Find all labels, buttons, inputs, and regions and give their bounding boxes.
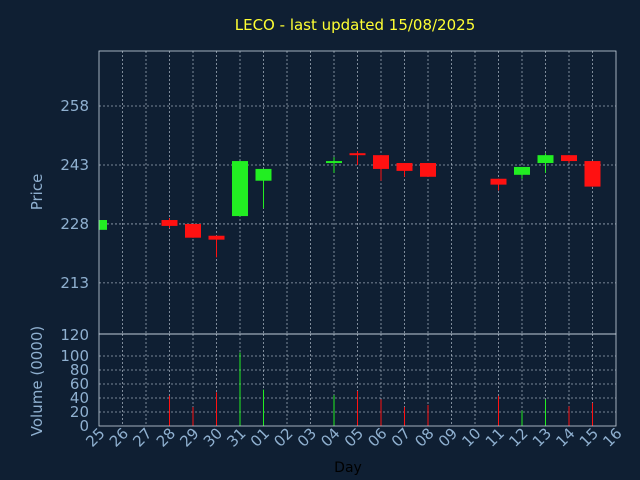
volume-tick-label: 120 xyxy=(60,326,89,344)
price-tick-label: 258 xyxy=(60,97,89,115)
x-tick-label: 31 xyxy=(223,424,249,450)
candle-body xyxy=(349,153,366,156)
x-tick-label: 13 xyxy=(529,424,555,450)
volume-panel-frame xyxy=(98,333,617,427)
candle-body xyxy=(326,161,342,164)
candle-body xyxy=(185,223,201,238)
x-tick-label: 04 xyxy=(317,424,343,450)
x-tick-labels: 2526272829303101020304050607080910111213… xyxy=(82,424,625,450)
x-tick-label: 07 xyxy=(388,424,414,450)
price-tick-label: 243 xyxy=(60,156,89,174)
x-tick-label: 29 xyxy=(176,424,202,450)
x-tick-label: 06 xyxy=(364,424,390,450)
chart-title: LECO - last updated 15/08/2025 xyxy=(235,16,475,34)
candle-body xyxy=(373,155,389,169)
x-axis-label: Day xyxy=(334,460,362,476)
candle-body xyxy=(232,161,248,217)
x-tick-label: 26 xyxy=(106,424,132,450)
candle-body xyxy=(490,178,507,185)
x-tick-label: 27 xyxy=(129,424,155,450)
x-tick-label: 14 xyxy=(552,424,578,450)
volume-tick-label: 0 xyxy=(79,417,89,435)
volume-tick-label: 80 xyxy=(70,361,89,379)
candle-body xyxy=(208,235,225,240)
volume-tick-label: 60 xyxy=(70,375,89,393)
candlestick-series xyxy=(98,151,601,258)
candle-body xyxy=(584,161,601,187)
volume-tick-label: 40 xyxy=(70,389,89,407)
price-y-tick-labels: 213 228 243 258 xyxy=(60,97,89,292)
x-tick-label: 30 xyxy=(200,424,226,450)
x-tick-label: 01 xyxy=(247,424,273,450)
volume-bar-series xyxy=(169,352,593,426)
candle-body xyxy=(396,163,413,171)
volume-tick-label: 100 xyxy=(60,347,89,365)
x-tick-label: 05 xyxy=(341,424,367,450)
x-tick-label: 09 xyxy=(435,424,461,450)
price-gridlines xyxy=(99,51,616,334)
x-tick-label: 15 xyxy=(576,424,602,450)
candle-body xyxy=(99,220,107,230)
price-tick-label: 228 xyxy=(60,215,89,233)
price-axis-label: Price xyxy=(28,174,46,211)
x-tick-label: 11 xyxy=(482,424,508,450)
price-tick-label: 213 xyxy=(60,274,89,292)
x-tick-label: 28 xyxy=(153,424,179,450)
volume-tick-label: 20 xyxy=(70,403,89,421)
candle-body xyxy=(420,163,436,177)
candle-body xyxy=(561,155,577,162)
candle-body xyxy=(255,168,272,181)
candle-body xyxy=(514,166,530,175)
candle-body xyxy=(161,220,178,226)
x-tick-label: 12 xyxy=(505,424,531,450)
x-tick-label: 10 xyxy=(458,424,484,450)
x-tick-label: 02 xyxy=(270,424,296,450)
volume-axis-label: Volume (0000) xyxy=(28,326,46,436)
x-tick-label: 03 xyxy=(294,424,320,450)
candle-body xyxy=(537,155,554,164)
x-tick-label: 16 xyxy=(599,424,625,450)
x-tick-label: 08 xyxy=(411,424,437,450)
